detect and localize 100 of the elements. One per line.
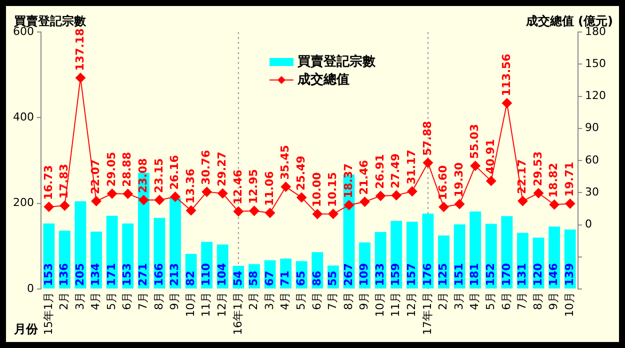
data-label: 159: [389, 263, 402, 286]
data-label: 176: [420, 262, 434, 286]
point: [344, 200, 354, 210]
data-label: 120: [531, 262, 544, 286]
data-label: 27.49: [389, 154, 402, 188]
point: [296, 192, 307, 202]
x-tick-label: 11月: [389, 292, 402, 318]
point: [202, 186, 212, 197]
data-label: 137.18: [73, 28, 86, 71]
x-tick-label: 3月: [73, 292, 86, 310]
point: [186, 205, 196, 216]
point: [122, 188, 133, 199]
point: [470, 160, 480, 171]
y2-tick-label: 30: [585, 185, 600, 198]
data-label: 35.45: [278, 144, 292, 180]
data-label: 113.56: [500, 53, 513, 96]
data-label: 16.73: [42, 165, 55, 200]
data-label: 26.16: [168, 154, 182, 190]
point: [233, 206, 244, 216]
x-tick-label: 15年1月: [42, 292, 55, 336]
data-label: 19.71: [562, 162, 576, 197]
data-label: 11.06: [262, 170, 276, 206]
data-label: 30.76: [200, 150, 213, 185]
point: [249, 206, 260, 216]
x-tick-label: 2月: [436, 292, 450, 310]
x-tick-label: 10月: [184, 292, 197, 318]
x-tick-label: 16年1月: [231, 292, 244, 336]
data-label: 23.08: [136, 158, 150, 194]
data-label: 54: [231, 270, 244, 286]
legend-label: 成交總值: [296, 71, 350, 88]
data-label: 271: [136, 263, 150, 286]
data-label: 65: [294, 270, 308, 286]
data-label: 40.91: [484, 139, 497, 174]
y-tick-label: 0: [26, 282, 34, 295]
legend-label: 買賣登記宗數: [296, 53, 376, 70]
data-label: 71: [278, 270, 292, 286]
x-tick-label: 17年1月: [420, 292, 434, 336]
data-label: 151: [452, 263, 466, 286]
data-label: 22.17: [516, 159, 529, 194]
x-tick-label: 8月: [342, 292, 355, 310]
x-tick-label: 8月: [531, 292, 544, 310]
point: [376, 190, 386, 201]
point: [60, 200, 70, 211]
point: [75, 72, 86, 83]
x-tick-label: 5月: [294, 292, 308, 310]
point: [549, 200, 560, 210]
data-label: 104: [215, 262, 228, 286]
data-label: 19.30: [452, 162, 466, 198]
data-label: 12.46: [231, 169, 244, 204]
y2-tick-label: 120: [585, 89, 606, 102]
x-tick-label: 9月: [547, 292, 560, 310]
x-tick-label: 7月: [136, 292, 150, 310]
data-label: 13.36: [184, 168, 197, 204]
data-label: 10.00: [310, 172, 324, 208]
point: [518, 196, 528, 206]
point: [360, 196, 370, 207]
x-tick-label: 10月: [373, 292, 386, 318]
data-label: 133: [373, 263, 386, 286]
point: [422, 158, 433, 168]
y2-tick-label: 90: [585, 121, 600, 134]
x-tick-label: 7月: [326, 292, 340, 310]
point: [454, 199, 465, 210]
point: [154, 194, 164, 205]
data-label: 134: [89, 262, 102, 286]
point: [438, 202, 449, 212]
data-label: 29.05: [104, 152, 118, 187]
data-label: 21.46: [358, 160, 371, 195]
data-label: 82: [184, 270, 197, 286]
point: [391, 190, 402, 200]
x-tick-label: 4月: [89, 292, 102, 310]
x-tick-label: 3月: [262, 292, 276, 310]
y2-axis-title: 成交總值 (億元): [524, 14, 613, 28]
data-label: 57.88: [420, 120, 434, 156]
data-label: 153: [120, 263, 134, 286]
point: [486, 176, 496, 186]
point: [502, 98, 512, 108]
point: [218, 188, 228, 198]
data-label: 55: [326, 270, 340, 286]
y2-tick-label: 60: [585, 153, 600, 166]
point: [44, 202, 54, 212]
data-label: 181: [468, 263, 482, 286]
data-label: 55.03: [468, 124, 482, 159]
data-label: 109: [358, 263, 371, 286]
point: [170, 192, 180, 202]
data-label: 125: [436, 263, 450, 286]
bar: [106, 216, 118, 289]
data-label: 131: [516, 263, 529, 286]
x-tick-label: 9月: [168, 292, 182, 310]
data-label: 166: [152, 262, 166, 286]
x-tick-label: 5月: [104, 292, 118, 310]
data-label: 139: [562, 263, 576, 286]
y2-tick-label: 150: [585, 56, 606, 70]
data-label: 12.95: [247, 169, 260, 204]
data-label: 26.91: [373, 154, 386, 189]
data-label: 18.82: [547, 162, 560, 198]
data-label: 170: [500, 262, 513, 286]
data-label: 157: [405, 263, 418, 286]
data-label: 146: [547, 262, 560, 286]
x-tick-label: 12月: [215, 292, 228, 318]
data-label: 16.60: [436, 164, 450, 200]
